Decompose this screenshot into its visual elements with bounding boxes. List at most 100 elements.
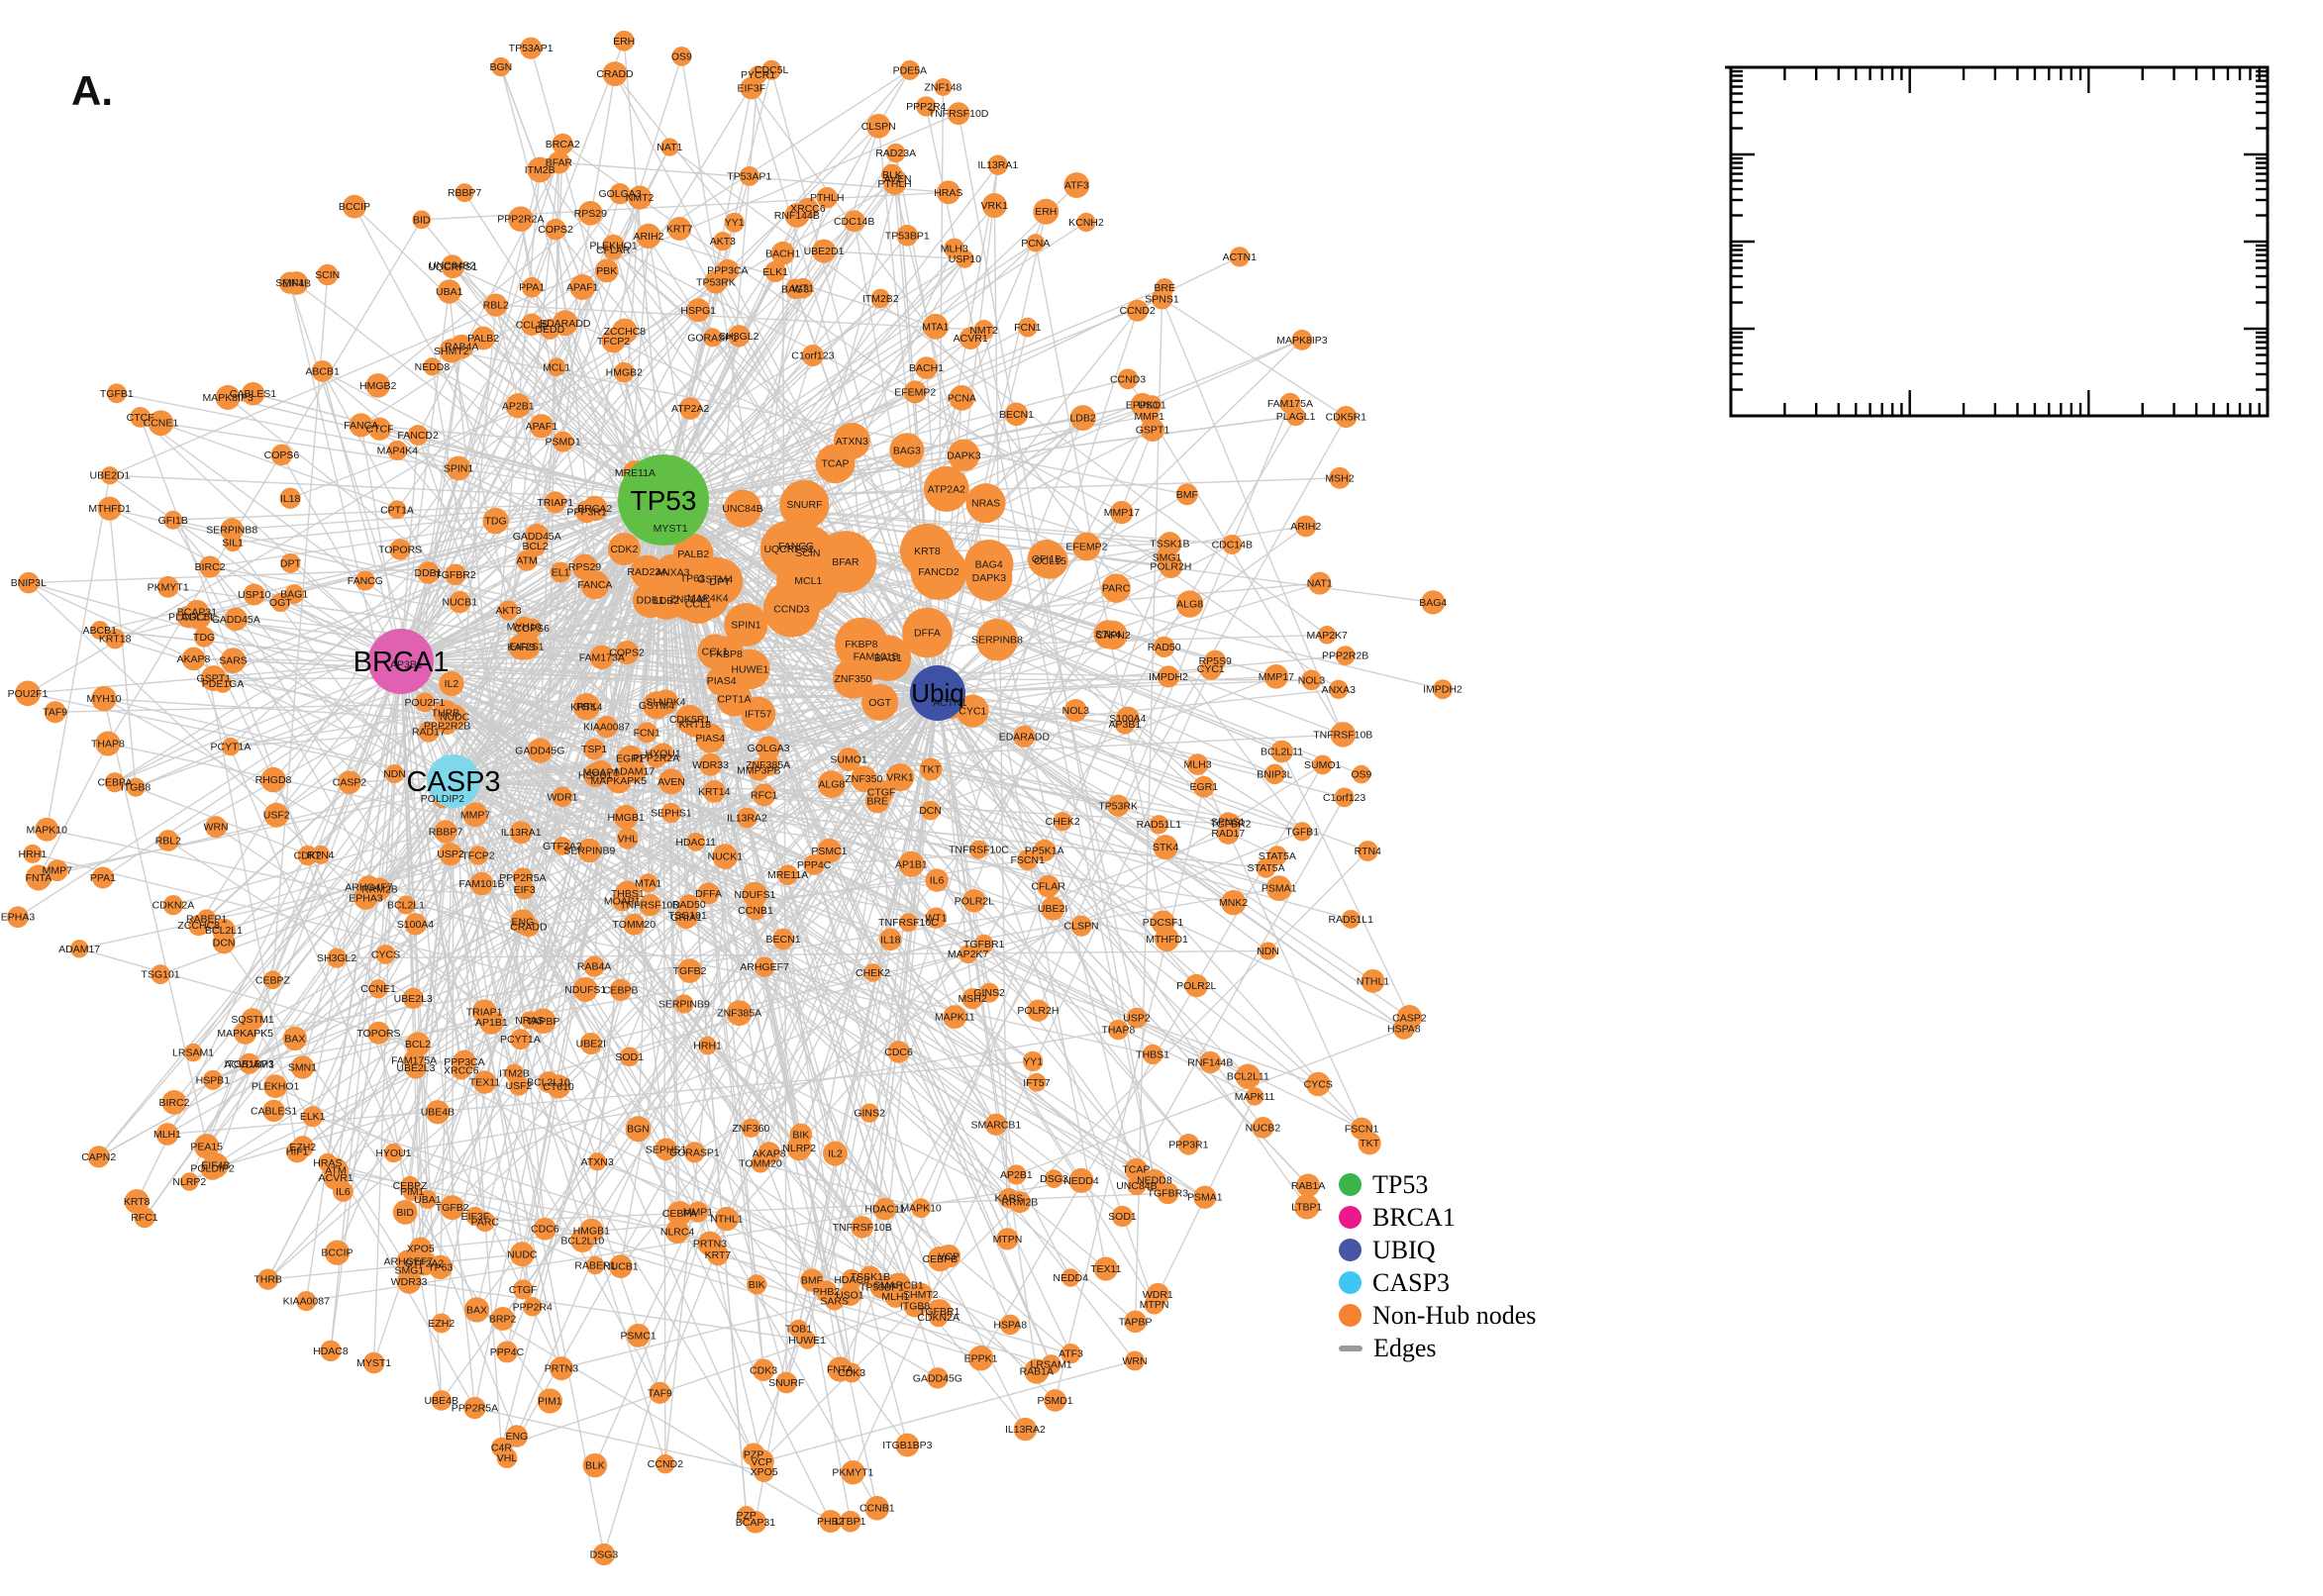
- network-node-label: MYST1: [356, 1357, 391, 1369]
- network-node-label: CDC5L: [182, 611, 217, 623]
- network-node-label: BFAR: [546, 157, 573, 169]
- network-node-label: USP10: [949, 253, 981, 265]
- network-node-label: EIF3F: [738, 83, 766, 95]
- network-node: [577, 838, 602, 863]
- network-node-label: SUMO1: [830, 754, 867, 766]
- network-node-label: COPS2: [609, 648, 645, 659]
- network-node-label: PPP3R1: [1168, 1139, 1208, 1150]
- network-node-label: KRT8: [914, 546, 941, 557]
- network-node-label: TFCP2: [597, 336, 630, 348]
- network-node-label: USF2: [506, 1080, 533, 1092]
- network-node: [962, 889, 986, 913]
- network-node-label: ACVR1: [319, 1172, 354, 1184]
- network-node: [156, 830, 179, 851]
- network-node: [609, 978, 632, 1001]
- network-node-label: MLH1: [881, 1291, 909, 1303]
- network-node: [1107, 794, 1130, 817]
- network-node-label: UBE2L3: [396, 1062, 435, 1074]
- network-node: [614, 640, 640, 665]
- network-node: [899, 59, 920, 80]
- network-node-label: MTA1: [635, 877, 661, 889]
- network-node: [1013, 1417, 1038, 1442]
- network-node: [1294, 1194, 1320, 1220]
- network-node: [498, 600, 519, 621]
- network-node: [505, 1425, 529, 1447]
- network-node: [193, 627, 215, 648]
- network-node: [284, 584, 305, 604]
- network-node-label: NUCB2: [1246, 1122, 1281, 1134]
- network-node: [46, 859, 68, 882]
- network-node-label: THAP8: [91, 739, 125, 750]
- network-node-label: ACTN1: [933, 697, 967, 709]
- network-node: [1341, 909, 1361, 929]
- network-node: [706, 1244, 729, 1266]
- network-node: [843, 210, 865, 233]
- network-node-label: BRP2: [489, 1313, 517, 1325]
- network-node-label: MAPK11: [935, 1012, 975, 1024]
- network-node-label: COPS6: [264, 449, 300, 461]
- network-node: [582, 1452, 608, 1478]
- network-node: [1149, 815, 1168, 835]
- network-node-label: CDC14B: [1212, 539, 1253, 550]
- network-node-label: TSSK1B: [851, 1271, 890, 1283]
- network-node: [1199, 657, 1222, 680]
- network-node-label: YY1: [725, 217, 745, 229]
- network-node-label: RAD51L1: [1137, 819, 1182, 831]
- network-node-label: ENG: [512, 916, 535, 928]
- network-node-label: AKAP8: [753, 1147, 786, 1159]
- network-node-label: HSPG1: [680, 305, 716, 317]
- network-node-label: DCN: [919, 805, 942, 817]
- network-node-label: EPHA3: [349, 892, 383, 904]
- network-node-label: RAB1A: [1020, 1366, 1054, 1378]
- network-node: [803, 853, 825, 875]
- network-node: [449, 591, 471, 614]
- network-node: [934, 77, 953, 96]
- network-node-label: MAP4K4: [377, 445, 419, 456]
- network-node-label: CCNE1: [360, 983, 396, 995]
- network-node-label: BAG4: [1419, 597, 1447, 609]
- network-node-label: TAPBP: [527, 1016, 560, 1028]
- network-node-label: VRK1: [886, 772, 914, 784]
- network-node: [833, 422, 870, 459]
- network-node: [841, 1460, 865, 1485]
- network-node: [220, 648, 247, 674]
- network-node-label: WDR33: [391, 1276, 428, 1288]
- network-node: [1006, 1164, 1027, 1185]
- network-node-label: PBK: [576, 701, 597, 713]
- network-node-label: WT1: [925, 913, 947, 925]
- network-node: [653, 743, 674, 764]
- network-node: [975, 619, 1019, 661]
- network-node-label: POU2F1: [405, 697, 446, 709]
- network-node-label: ABCB1: [83, 625, 118, 637]
- network-node-label: GSPT1: [1136, 424, 1170, 436]
- network-node-label: LRSAM1: [172, 1047, 214, 1059]
- network-node-label: HMGB1: [573, 1225, 611, 1237]
- network-node-label: PKMYT1: [148, 581, 189, 593]
- network-node-label: BCL2L10: [527, 1077, 570, 1089]
- network-node-label: EPPK1: [1126, 399, 1160, 411]
- network-node: [919, 757, 943, 781]
- network-node-label: CHEK2: [856, 967, 890, 979]
- network-node-label: PCNA: [1021, 238, 1050, 249]
- network-node: [1060, 1268, 1080, 1287]
- network-node: [1220, 890, 1247, 916]
- network-node-label: KRT18: [679, 719, 712, 731]
- network-node-label: DPT: [280, 557, 302, 569]
- network-node-label: ARHGEF7: [384, 1256, 434, 1268]
- network-node-label: LTBP1: [835, 1516, 865, 1528]
- network-node-label: STAT5A: [1247, 862, 1284, 874]
- network-node-label: RAD50: [1148, 642, 1181, 653]
- network-node-label: CCND2: [1120, 305, 1156, 317]
- network-node: [44, 701, 66, 724]
- network-node-label: PALB2: [467, 333, 499, 345]
- network-node: [290, 1055, 315, 1079]
- network-node: [920, 800, 941, 821]
- network-node: [439, 339, 464, 363]
- network-node: [505, 393, 531, 419]
- network-node-label: BRCA2: [546, 139, 580, 150]
- network-node-label: BAG3: [893, 445, 921, 456]
- network-node-label: TP53BP1: [859, 1281, 904, 1293]
- network-node-label: WDR1: [548, 791, 578, 803]
- network-node-label: SPNS1: [1145, 293, 1179, 305]
- network-node: [965, 483, 1006, 524]
